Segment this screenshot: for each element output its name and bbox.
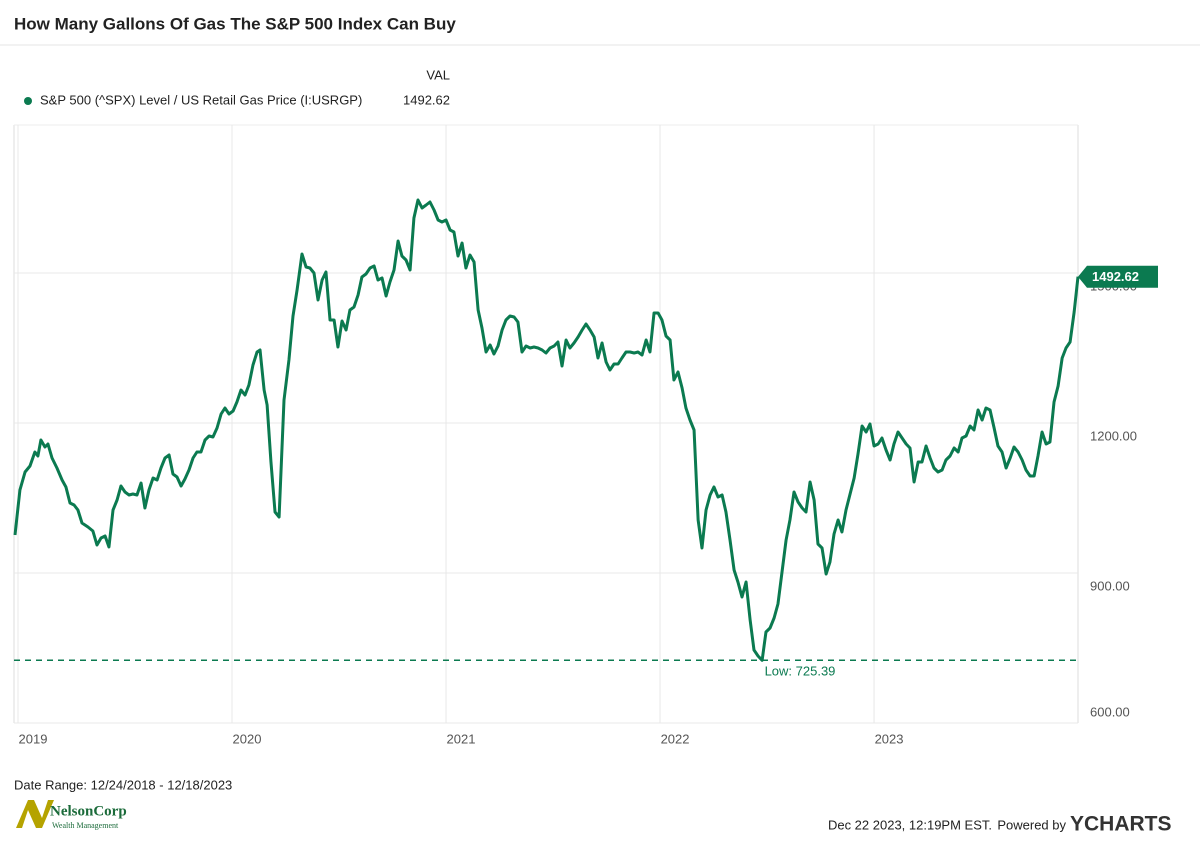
timestamp: Dec 22 2023, 12:19PM EST. bbox=[828, 817, 992, 832]
legend-marker bbox=[24, 97, 32, 105]
x-tick-label: 2019 bbox=[19, 731, 48, 746]
x-tick-label: 2023 bbox=[875, 731, 904, 746]
brand: YCHARTS bbox=[1070, 813, 1172, 836]
x-tick-label: 2022 bbox=[661, 731, 690, 746]
date-range: Date Range: 12/24/2018 - 12/18/2023 bbox=[14, 777, 232, 792]
legend-header: VAL bbox=[426, 67, 450, 82]
y-tick-label: 600.00 bbox=[1090, 704, 1130, 719]
y-tick-label: 900.00 bbox=[1090, 578, 1130, 593]
logo-mark bbox=[16, 800, 54, 828]
last-value-label: 1492.62 bbox=[1092, 269, 1139, 284]
powered-by: Powered by bbox=[997, 817, 1066, 832]
logo-name: NelsonCorp bbox=[50, 803, 127, 819]
data-line bbox=[13, 198, 1080, 662]
low-label: Low: 725.39 bbox=[765, 664, 836, 679]
y-tick-label: 1200.00 bbox=[1090, 428, 1137, 443]
legend-value: 1492.62 bbox=[403, 92, 450, 107]
logo-tagline: Wealth Management bbox=[52, 821, 119, 830]
x-tick-label: 2021 bbox=[447, 731, 476, 746]
chart-title: How Many Gallons Of Gas The S&P 500 Inde… bbox=[14, 14, 456, 33]
legend-label: S&P 500 (^SPX) Level / US Retail Gas Pri… bbox=[40, 92, 362, 107]
logo: NelsonCorp Wealth Management bbox=[16, 800, 127, 830]
x-tick-label: 2020 bbox=[233, 731, 262, 746]
last-value-badge bbox=[1078, 265, 1158, 288]
